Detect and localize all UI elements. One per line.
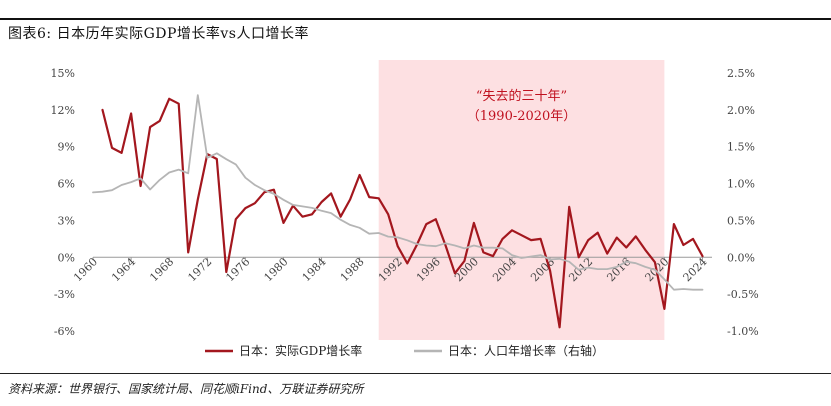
y-left-tick-label: 15% — [51, 67, 75, 80]
x-tick-label: 1960 — [71, 255, 100, 284]
shaded-region — [378, 60, 665, 340]
y-left-tick-label: -3% — [54, 288, 75, 301]
y-right-tick-label: 1.0% — [727, 178, 755, 191]
legend-label: 日本：人口年增长率（右轴） — [448, 343, 604, 358]
figure-title: 图表6: 日本历年实际GDP增长率vs人口增长率 — [8, 26, 309, 42]
y-left-tick-label: 9% — [58, 141, 75, 154]
y-right-tick-label: -1.0% — [727, 325, 759, 338]
y-right-tick-label: 2.0% — [727, 104, 755, 117]
population-growth-line — [92, 94, 704, 291]
y-right-tick-label: 1.5% — [727, 141, 755, 154]
source-note: 资料来源：世界银行、国家统计局、同花顺iFind、万联证券研究所 — [8, 382, 364, 396]
chart-svg: “失去的三十年” （1990-2020年） 15% 12% 9% 6% 3% 0% -3% -6%… — [51, 60, 759, 358]
x-tick-label: 1972 — [185, 255, 214, 284]
y-left-tick-label: 6% — [58, 178, 75, 191]
gdp-growth-line — [101, 97, 704, 329]
x-tick-label: 1988 — [338, 255, 367, 284]
x-tick-label: 1980 — [262, 255, 291, 284]
y-right-tick-label: 0.0% — [727, 251, 755, 264]
y-left-tick-label: 3% — [58, 214, 75, 227]
x-tick-label: 1984 — [300, 255, 329, 284]
y-left-tick-label: 12% — [51, 104, 75, 117]
shaded-region-sublabel: （1990-2020年） — [467, 109, 577, 124]
x-tick-label: 1964 — [109, 255, 138, 284]
y-right-tick-label: -0.5% — [727, 288, 759, 301]
y-right-tick-label: 0.5% — [727, 214, 755, 227]
legend-label: 日本：实际GDP增长率 — [239, 343, 362, 358]
x-tick-label: 1968 — [147, 255, 176, 284]
y-left-tick-label: -6% — [54, 325, 75, 338]
y-right-tick-label: 2.5% — [727, 67, 755, 80]
title-top-rule — [0, 18, 831, 20]
shaded-region-label: “失去的三十年” — [476, 88, 567, 104]
source-rule — [0, 373, 831, 374]
x-tick-label: 2024 — [681, 255, 710, 284]
y-left-tick-label: 0% — [58, 251, 75, 264]
